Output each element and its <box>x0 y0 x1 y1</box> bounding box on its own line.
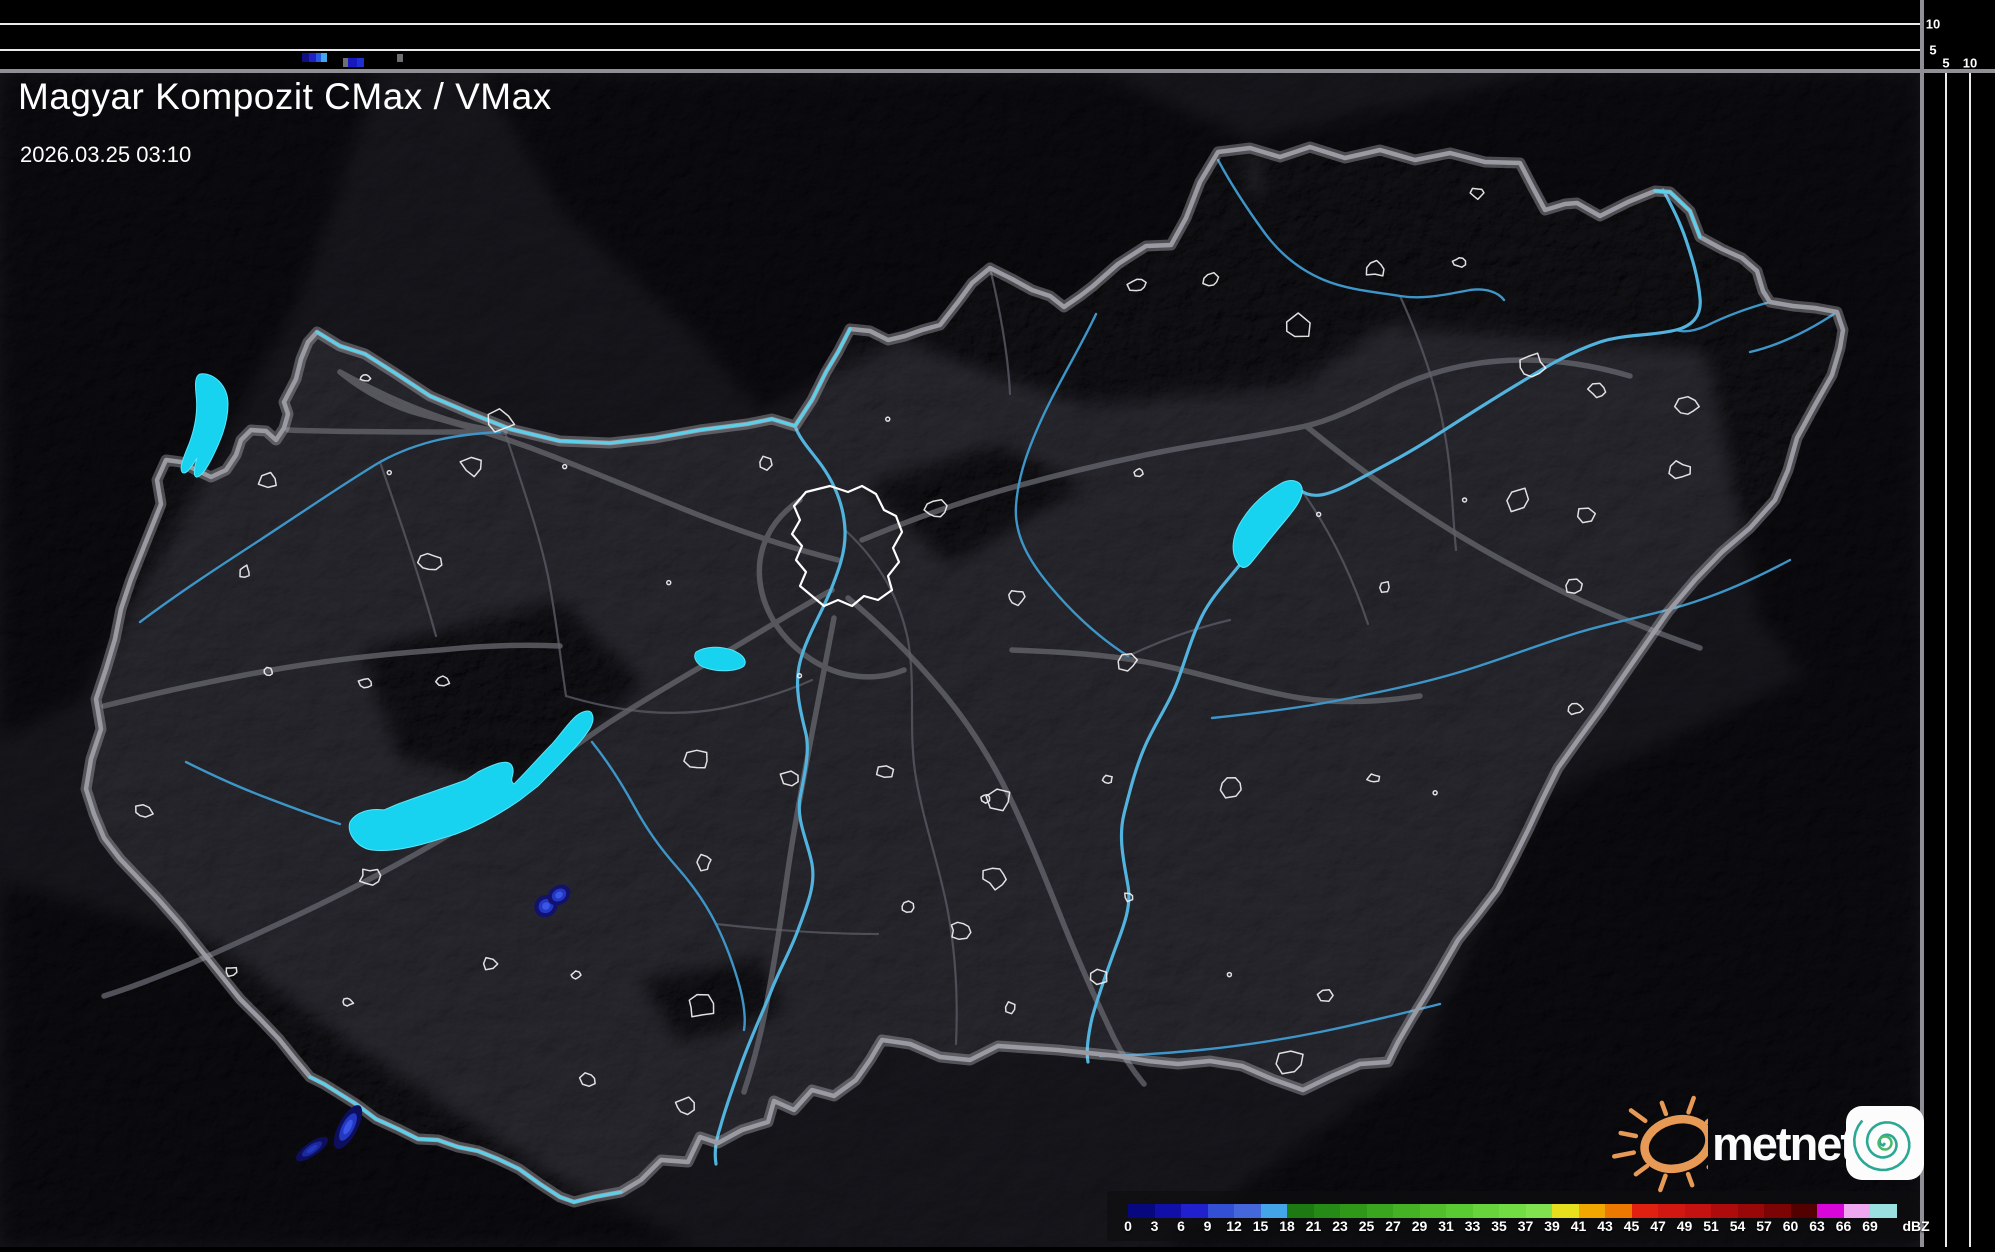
metnet-logo: metnet <box>1608 1094 1928 1194</box>
dbz-tick-label: 49 <box>1676 1218 1693 1234</box>
dbz-color-block <box>1366 1204 1394 1218</box>
dbz-color-block <box>1790 1204 1818 1218</box>
dbz-tick-label: 25 <box>1358 1218 1375 1234</box>
dbz-tick-label: 41 <box>1570 1218 1587 1234</box>
dbz-color-block <box>1393 1204 1420 1218</box>
dbz-color-block <box>1234 1204 1261 1218</box>
lake-balaton <box>348 710 594 851</box>
dbz-color-block <box>1684 1204 1712 1218</box>
dbz-color-block <box>1658 1204 1685 1218</box>
radar-map <box>0 72 1921 1247</box>
dbz-color-block <box>1525 1204 1553 1218</box>
dbz-color-block <box>1631 1204 1659 1218</box>
profile-line-10km <box>0 23 1921 25</box>
dbz-color-block <box>1711 1204 1738 1218</box>
dbz-tick-label: 54 <box>1729 1218 1746 1234</box>
dbz-tick-label: 57 <box>1756 1218 1772 1234</box>
dbz-tick-label: 31 <box>1438 1218 1454 1234</box>
dbz-tick-label: 27 <box>1385 1218 1401 1234</box>
dbz-tick-label: 37 <box>1517 1218 1534 1234</box>
dbz-color-block <box>1313 1204 1341 1218</box>
dbz-color-block <box>1843 1204 1871 1218</box>
profile-line-5km <box>0 49 1921 51</box>
rivers <box>138 158 1839 1058</box>
dbz-color-block <box>1578 1204 1606 1218</box>
timestamp: 2026.03.25 03:10 <box>20 142 192 167</box>
dbz-color-block <box>1737 1204 1765 1218</box>
dbz-tick-label: 51 <box>1703 1218 1719 1234</box>
lakes <box>180 373 1303 851</box>
dbz-unit-label: dBZ <box>1902 1218 1930 1234</box>
dbz-color-block <box>1419 1204 1447 1218</box>
dbz-tick-label: 35 <box>1491 1218 1507 1234</box>
top-axis-km-label: 5 <box>1929 42 1937 58</box>
hungary-map-canvas <box>0 72 1921 1247</box>
border-river-sections <box>308 189 1702 1204</box>
dbz-color-block <box>1764 1204 1791 1218</box>
dbz-color-block <box>1260 1204 1288 1218</box>
dbz-tick-label: 45 <box>1623 1218 1640 1234</box>
dbz-tick-label: 43 <box>1597 1218 1613 1234</box>
lake-velence <box>694 646 746 672</box>
map-top-separator <box>0 69 1995 73</box>
lake-tisza <box>1232 480 1303 568</box>
budapest-outline <box>790 484 904 608</box>
dbz-color-block <box>1472 1204 1500 1218</box>
dbz-tick-label: 66 <box>1835 1218 1852 1234</box>
dbz-color-block <box>1154 1204 1182 1218</box>
dbz-color-block <box>1499 1204 1526 1218</box>
dbz-tick-label: 3 <box>1150 1218 1159 1234</box>
dbz-color-block <box>1817 1204 1844 1218</box>
profile-line-10km-v <box>1969 73 1971 1247</box>
dbz-tick-label: 9 <box>1203 1218 1212 1234</box>
map-right-separator <box>1920 0 1924 1247</box>
lake-ferto <box>180 373 229 478</box>
country-border <box>83 144 1846 1205</box>
dbz-tick-label: 18 <box>1279 1218 1295 1234</box>
dbz-tick-label: 47 <box>1650 1218 1666 1234</box>
dbz-legend: 0 3 6 9 12 15 18 21 23 25 27 29 31 33 35 37 39 41 43 45 47 49… <box>1107 1191 1930 1241</box>
dbz-tick-label: 21 <box>1305 1218 1322 1234</box>
dbz-tick-label: 23 <box>1332 1218 1348 1234</box>
dbz-color-block <box>1552 1204 1579 1218</box>
dbz-tick-label: 29 <box>1411 1218 1428 1234</box>
county-borders <box>378 266 1458 1046</box>
metnet-app-icon <box>1846 1106 1924 1180</box>
dbz-color-block <box>1128 1204 1155 1218</box>
settlement-outlines <box>135 187 1700 1116</box>
profile-line-5km-v <box>1945 73 1947 1247</box>
dbz-tick-label: 0 <box>1124 1218 1132 1234</box>
dbz-color-block <box>1340 1204 1367 1218</box>
dbz-color-block <box>1181 1204 1208 1218</box>
dbz-color-block <box>1287 1204 1314 1218</box>
vertical-profile-top <box>0 0 1921 70</box>
dbz-color-block <box>1207 1204 1235 1218</box>
page-title: Magyar Kompozit CMax / VMax <box>18 76 552 117</box>
dbz-tick-label: 33 <box>1464 1218 1481 1234</box>
dbz-tick-label: 12 <box>1226 1218 1242 1234</box>
radar-echo-layer <box>296 884 571 1162</box>
dbz-tick-label: 39 <box>1544 1218 1560 1234</box>
dbz-color-block <box>1605 1204 1632 1218</box>
right-axis-km-label: 5 <box>1942 55 1950 71</box>
vertical-profile-right <box>1924 0 1995 1247</box>
dbz-color-block <box>1870 1204 1897 1218</box>
top-axis-km-label: 10 <box>1925 16 1941 32</box>
dbz-tick-label: 63 <box>1809 1218 1825 1234</box>
sun-icon <box>1612 1095 1708 1193</box>
metnet-wordmark: metnet <box>1712 1117 1856 1170</box>
major-rivers <box>713 188 1702 1166</box>
right-axis-km-label: 10 <box>1962 55 1978 71</box>
dbz-tick-label: 6 <box>1177 1218 1185 1234</box>
dbz-tick-label: 60 <box>1782 1218 1799 1234</box>
dbz-tick-label: 69 <box>1862 1218 1878 1234</box>
outside-country-shade <box>0 72 1921 1247</box>
dbz-color-block <box>1446 1204 1473 1218</box>
dbz-tick-label: 15 <box>1252 1218 1269 1234</box>
